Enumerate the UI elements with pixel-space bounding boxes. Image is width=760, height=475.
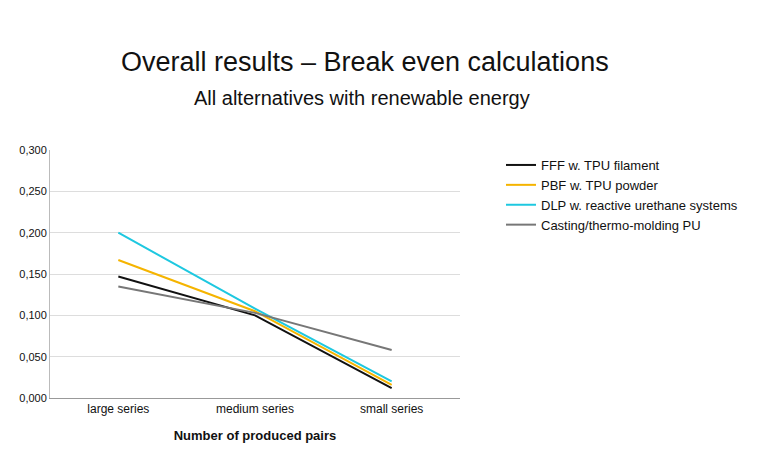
svg-text:small series: small series — [360, 402, 423, 416]
svg-text:FFF w. TPU filament: FFF w. TPU filament — [541, 158, 660, 173]
svg-text:medium series: medium series — [216, 402, 294, 416]
svg-text:Overall results – Break even c: Overall results – Break even calculation… — [121, 47, 609, 77]
svg-text:0,150: 0,150 — [19, 268, 47, 280]
svg-text:Number of produced pairs: Number of produced pairs — [174, 428, 337, 443]
svg-text:0,200: 0,200 — [19, 227, 47, 239]
svg-text:0,300: 0,300 — [19, 144, 47, 156]
svg-text:0,000: 0,000 — [19, 392, 47, 404]
svg-text:0,100: 0,100 — [19, 309, 47, 321]
svg-text:PBF w. TPU powder: PBF w. TPU powder — [541, 178, 658, 193]
svg-text:Casting/thermo-molding PU: Casting/thermo-molding PU — [541, 218, 701, 233]
svg-text:All alternatives with renewabl: All alternatives with renewable energy — [194, 87, 530, 109]
svg-text:0,050: 0,050 — [19, 351, 47, 363]
svg-text:large series: large series — [87, 402, 149, 416]
svg-text:0,250: 0,250 — [19, 185, 47, 197]
svg-text:DLP w. reactive urethane syste: DLP w. reactive urethane systems — [541, 198, 738, 213]
